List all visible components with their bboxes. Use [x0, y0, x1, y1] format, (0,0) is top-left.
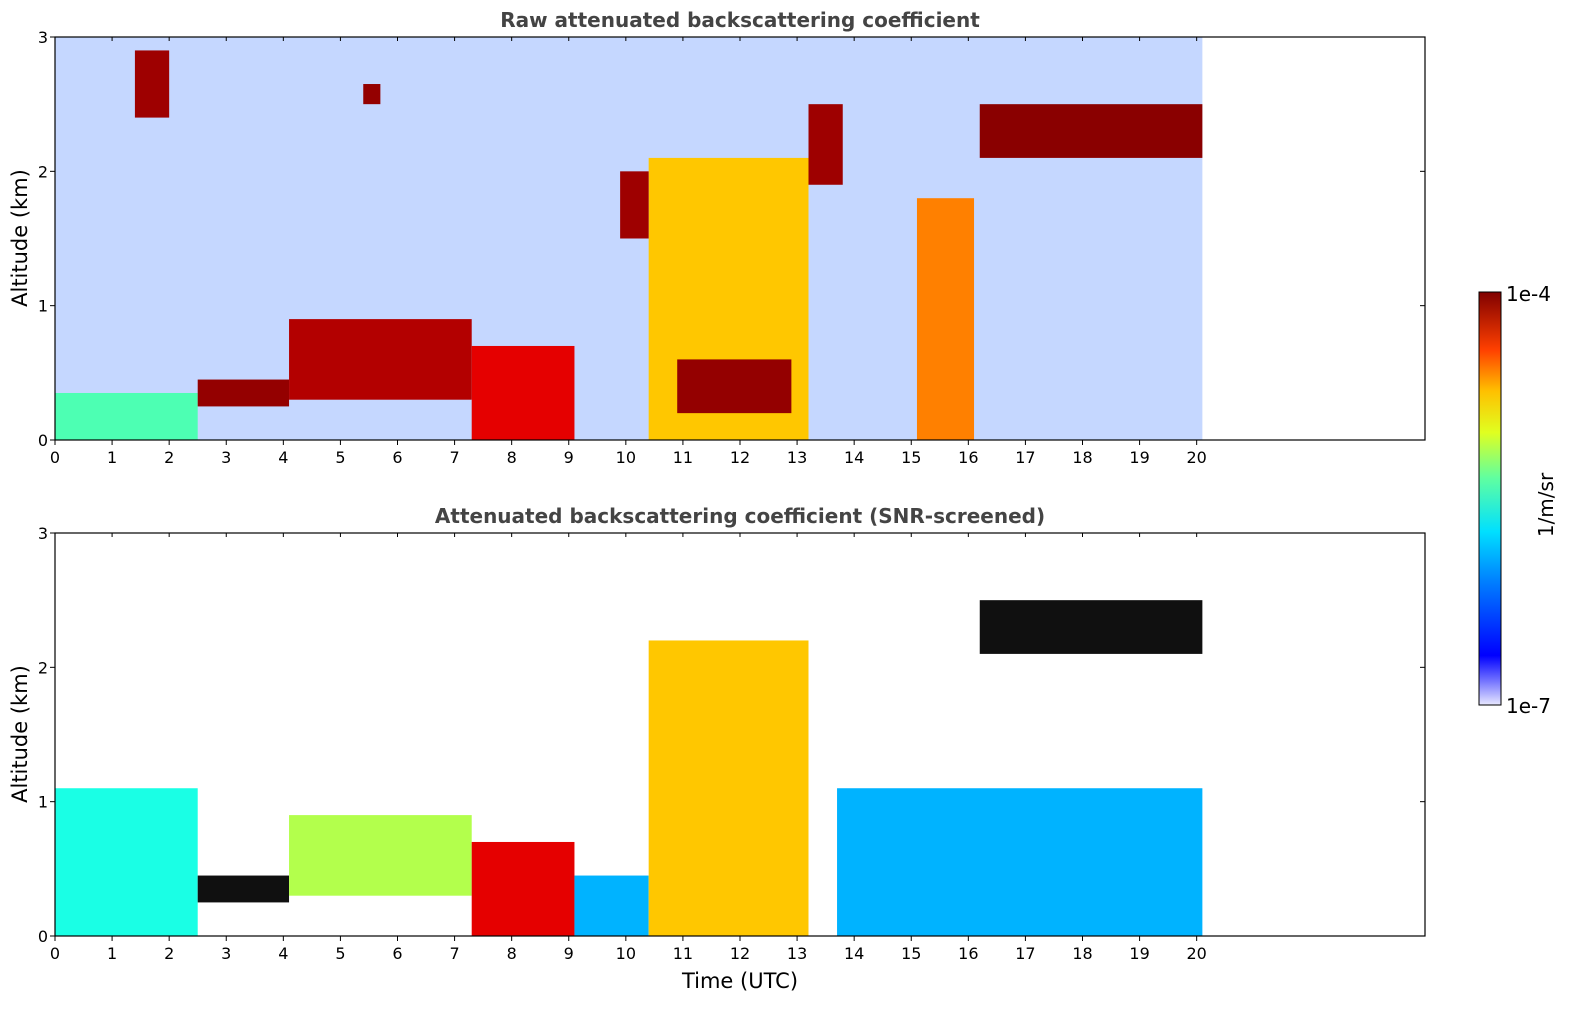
panel-screened-y-ticks: 0 1 2 3 [38, 524, 1425, 946]
x-tick-label: 13 [787, 944, 807, 963]
x-tick-label: 15 [901, 944, 921, 963]
heatmap-cell [916, 198, 975, 440]
heatmap-cell [363, 84, 381, 105]
x-tick-label: 20 [1186, 944, 1206, 963]
panel-raw-title: Raw attenuated backscattering coefficien… [500, 8, 980, 32]
x-tick-label: 20 [1186, 448, 1206, 467]
x-tick-label: 15 [901, 448, 921, 467]
x-tick-label: 5 [335, 448, 345, 467]
x-tick-label: 18 [1072, 448, 1092, 467]
heatmap-cell [289, 319, 472, 400]
panel-screened-y-axis-label: Altitude (km) [8, 665, 32, 803]
x-tick-label: 16 [958, 448, 978, 467]
x-tick-label: 16 [958, 944, 978, 963]
y-tick-label: 0 [38, 927, 48, 946]
x-tick-label: 3 [221, 448, 231, 467]
x-tick-label: 14 [844, 448, 864, 467]
panel-raw-y-ticks: 0 1 2 3 [38, 28, 1425, 450]
heatmap-cell [837, 788, 1203, 936]
colorbar-min-label: 1e-7 [1506, 694, 1551, 718]
x-tick-label: 4 [278, 448, 288, 467]
x-tick-label: 12 [730, 944, 750, 963]
colorbar-gradient [1478, 291, 1502, 706]
heatmap-cell [55, 788, 198, 936]
x-tick-label: 6 [392, 448, 402, 467]
x-tick-label: 8 [507, 944, 517, 963]
x-tick-label: 8 [507, 448, 517, 467]
y-tick-label: 3 [38, 28, 48, 47]
heatmap-cell [620, 171, 649, 239]
heatmap-cell [55, 392, 198, 440]
heatmap-cell [677, 359, 792, 414]
colorbar-max-label: 1e-4 [1506, 282, 1551, 306]
y-tick-label: 1 [38, 297, 48, 316]
heatmap-cell [197, 875, 290, 903]
panel-raw-x-ticks: 0 1 2 3 4 5 6 7 8 9 10 11 12 13 14 15 16 17 18 19 20 [50, 37, 1207, 467]
heatmap-cell [648, 640, 809, 936]
x-tick-label: 19 [1129, 944, 1149, 963]
panel-screened-x-ticks: 0 1 2 3 4 5 6 7 8 9 10 11 12 13 14 15 16 17 18 19 20 [50, 533, 1207, 963]
x-tick-label: 1 [107, 944, 117, 963]
x-tick-label: 0 [50, 448, 60, 467]
x-tick-label: 14 [844, 944, 864, 963]
panel-raw: Raw attenuated backscattering coefficien… [8, 8, 1426, 467]
y-tick-label: 2 [38, 162, 48, 181]
x-tick-label: 9 [564, 448, 574, 467]
colorbar-units-label: 1/m/sr [1534, 472, 1558, 537]
panel-screened-heatmap [55, 600, 1203, 936]
x-tick-label: 12 [730, 448, 750, 467]
x-tick-label: 17 [1015, 448, 1035, 467]
x-tick-label: 11 [673, 944, 693, 963]
heatmap-cell [471, 841, 575, 936]
panel-screened-x-axis-label: Time (UTC) [681, 969, 798, 993]
y-tick-label: 0 [38, 431, 48, 450]
x-tick-label: 0 [50, 944, 60, 963]
heatmap-cell [808, 104, 843, 185]
x-tick-label: 9 [564, 944, 574, 963]
heatmap-cell [979, 104, 1203, 158]
heatmap-cell [197, 379, 290, 407]
panel-raw-y-axis-label: Altitude (km) [8, 169, 32, 307]
x-tick-label: 17 [1015, 944, 1035, 963]
y-tick-label: 1 [38, 793, 48, 812]
x-tick-label: 7 [449, 944, 459, 963]
x-tick-label: 10 [616, 944, 636, 963]
x-tick-label: 5 [335, 944, 345, 963]
y-tick-label: 2 [38, 658, 48, 677]
panel-screened-title: Attenuated backscattering coefficient (S… [435, 504, 1045, 528]
x-tick-label: 13 [787, 448, 807, 467]
x-tick-label: 4 [278, 944, 288, 963]
colorbar: 1e-4 1e-7 1/m/sr [1478, 282, 1558, 718]
x-tick-label: 7 [449, 448, 459, 467]
panel-screened: Attenuated backscattering coefficient (S… [8, 504, 1426, 993]
heatmap-cell [574, 875, 649, 936]
x-tick-label: 2 [164, 448, 174, 467]
x-tick-label: 3 [221, 944, 231, 963]
heatmap-cell [289, 815, 472, 896]
x-tick-label: 1 [107, 448, 117, 467]
x-tick-label: 19 [1129, 448, 1149, 467]
x-tick-label: 11 [673, 448, 693, 467]
panel-raw-heatmap [55, 37, 1203, 440]
x-tick-label: 2 [164, 944, 174, 963]
heatmap-cell [134, 50, 170, 118]
x-tick-label: 18 [1072, 944, 1092, 963]
x-tick-label: 6 [392, 944, 402, 963]
heatmap-cell [979, 600, 1203, 654]
y-tick-label: 3 [38, 524, 48, 543]
x-tick-label: 10 [616, 448, 636, 467]
heatmap-cell [471, 345, 575, 440]
